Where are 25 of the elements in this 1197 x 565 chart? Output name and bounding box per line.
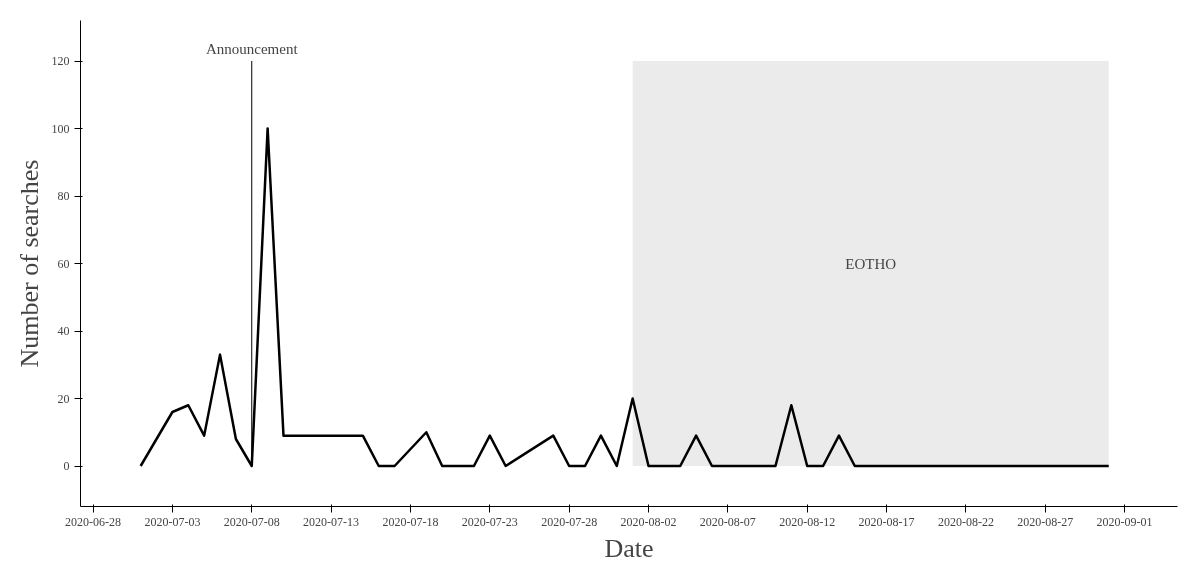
x-tick-label: 2020-07-18 [382, 514, 439, 529]
x-tick-label: 2020-07-03 [144, 514, 201, 529]
y-axis-title: Number of searches [14, 159, 44, 368]
y-tick-label: 40 [57, 324, 70, 338]
x-tick-label: 2020-08-12 [779, 514, 836, 529]
x-tick-label: 2020-08-27 [1017, 514, 1074, 529]
x-tick-label: 2020-08-02 [620, 514, 677, 529]
x-tick-label: 2020-09-01 [1096, 514, 1153, 529]
y-tick-label: 100 [51, 121, 70, 136]
band-label: EOTHO [845, 255, 897, 272]
x-tick-label: 2020-07-28 [541, 514, 598, 529]
y-tick-label: 0 [63, 459, 70, 473]
ref-line-label: Announcement [205, 41, 299, 57]
x-tick-label: 2020-07-23 [461, 514, 518, 529]
x-tick-label: 2020-08-17 [858, 514, 915, 529]
x-tick-label: 2020-06-28 [65, 514, 122, 529]
x-tick-label: 2020-07-08 [223, 514, 280, 529]
x-axis-title: Date [604, 533, 654, 563]
x-tick-label: 2020-08-22 [937, 514, 994, 529]
y-tick-label: 120 [51, 54, 70, 68]
x-tick-label: 2020-07-13 [303, 514, 360, 529]
y-tick-label: 20 [57, 391, 70, 406]
y-tick-label: 80 [57, 189, 70, 203]
y-tick-label: 60 [57, 256, 70, 271]
x-tick-label: 2020-08-07 [699, 514, 756, 529]
